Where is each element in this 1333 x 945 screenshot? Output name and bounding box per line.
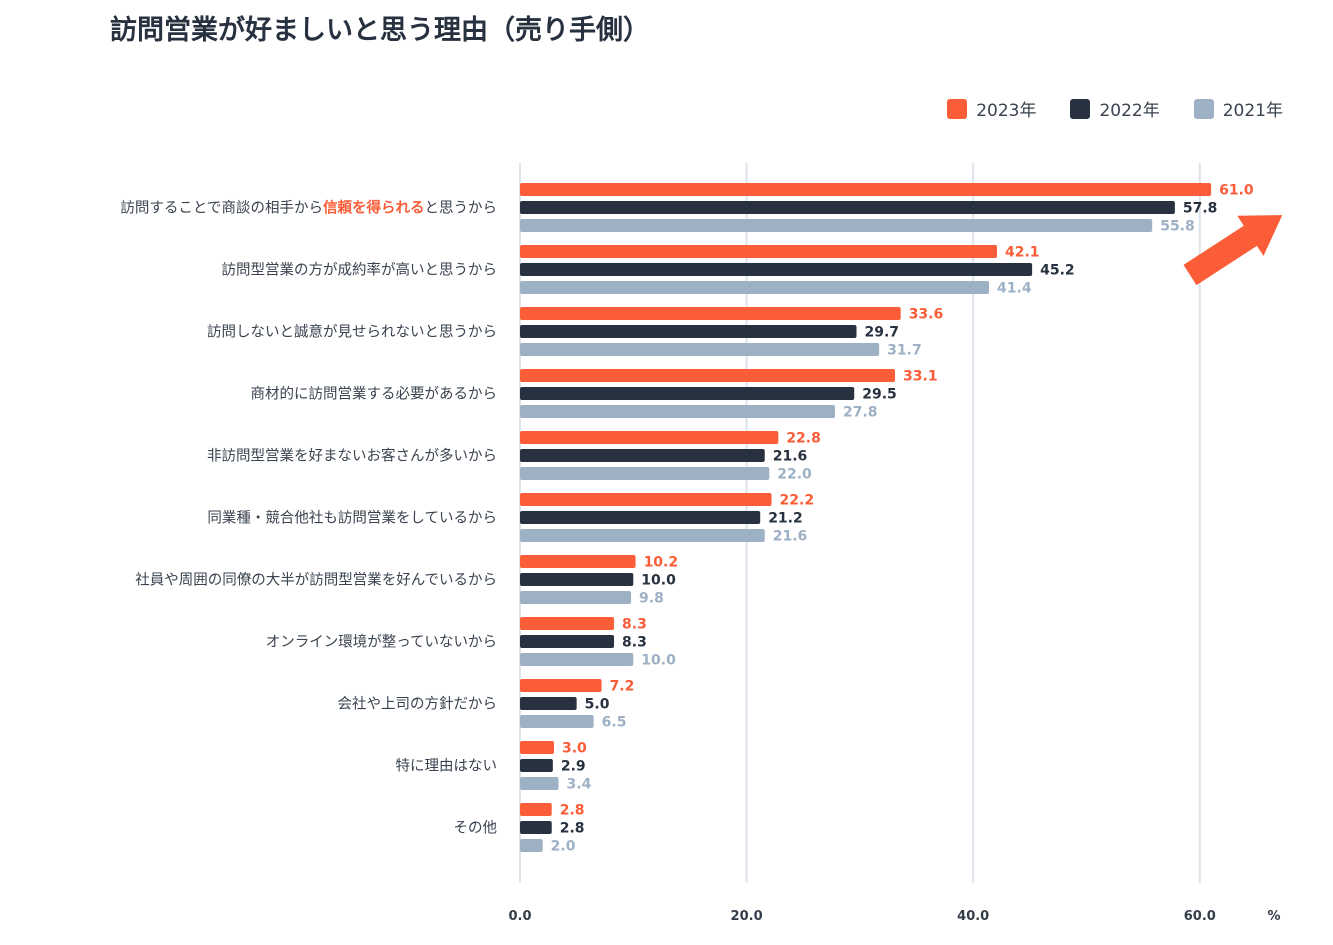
bar-2022: [520, 821, 552, 834]
value-label-2023: 61.0: [1219, 183, 1254, 199]
bar-2021: [520, 219, 1153, 232]
category-label: 訪問することで商談の相手から信頼を得られると思うから: [120, 199, 497, 217]
legend-label-2022: 2022年: [1099, 101, 1160, 121]
bar-2022: [520, 263, 1033, 276]
value-label-2021: 21.6: [773, 529, 808, 545]
value-label-2021: 6.5: [602, 715, 627, 731]
bar-2023: [520, 245, 997, 258]
legend-swatch-2022: [1070, 98, 1091, 119]
bar-2023: [520, 307, 901, 320]
category-label: 特に理由はない: [396, 758, 498, 775]
bar-2022: [520, 573, 634, 586]
legend-swatch-2023: [947, 98, 968, 119]
category-label: 同業種・競合他社も訪問営業をしているから: [207, 510, 497, 527]
category-label: 会社や上司の方針だから: [338, 696, 498, 713]
x-axis-unit-label: %: [1267, 909, 1280, 924]
value-label-2021: 31.7: [887, 343, 922, 359]
bar-2022: [520, 201, 1175, 214]
category-label: 訪問型営業の方が成約率が高いと思うから: [222, 262, 498, 279]
value-label-2022: 29.5: [862, 387, 897, 403]
value-label-2023: 33.6: [909, 307, 944, 323]
value-label-2021: 10.0: [641, 653, 676, 669]
value-label-2023: 10.2: [644, 555, 679, 571]
category-label-highlight: 信頼を得られる: [323, 199, 425, 217]
bar-2021: [520, 839, 543, 852]
bar-2023: [520, 183, 1212, 196]
bar-2022: [520, 325, 857, 338]
bar-2023: [520, 369, 896, 382]
bar-2023: [520, 741, 554, 754]
value-label-2023: 3.0: [562, 741, 587, 757]
x-tick-label: 40.0: [957, 909, 989, 924]
value-label-2023: 22.2: [780, 493, 815, 509]
bar-2021: [520, 467, 770, 480]
bar-2023: [520, 431, 779, 444]
bar-2023: [520, 679, 602, 692]
value-label-2021: 41.4: [997, 281, 1032, 297]
bar-2021: [520, 405, 835, 418]
category-label: 訪問しないと誠意が見せられないと思うから: [207, 323, 497, 341]
category-label-part: 訪問することで商談の相手から: [120, 200, 323, 217]
bar-2023: [520, 803, 552, 816]
value-label-2022: 2.9: [561, 759, 586, 775]
category-label: 非訪問型営業を好まないお客さんが多いから: [207, 448, 497, 465]
bar-2021: [520, 343, 880, 356]
bar-2021: [520, 715, 594, 728]
bar-2022: [520, 387, 855, 400]
value-label-2023: 22.8: [786, 431, 821, 447]
value-label-2021: 22.0: [777, 467, 812, 483]
legend-item-2023: 2023年: [947, 96, 1036, 121]
category-label: オンライン環境が整っていないから: [266, 633, 497, 651]
bar-2021: [520, 591, 632, 604]
value-label-2022: 2.8: [560, 821, 585, 837]
bar-2022: [520, 449, 765, 462]
value-label-2023: 42.1: [1005, 245, 1040, 261]
category-label: その他: [454, 820, 498, 837]
value-label-2023: 33.1: [903, 369, 938, 385]
bar-2021: [520, 653, 634, 666]
value-label-2021: 2.0: [551, 839, 576, 855]
value-label-2022: 57.8: [1183, 201, 1218, 217]
bar-2022: [520, 759, 553, 772]
trend-arrow-icon: [1183, 215, 1283, 286]
legend-item-2021: 2021年: [1193, 96, 1283, 121]
chart-title: 訪問営業が好ましいと思う理由（売り手側）: [110, 15, 650, 46]
category-label-part: と思うから: [425, 200, 498, 217]
bar-2023: [520, 493, 772, 506]
value-label-2022: 10.0: [641, 573, 676, 589]
legend-swatch-2021: [1193, 98, 1214, 119]
legend-item-2022: 2022年: [1070, 96, 1160, 121]
x-tick-label: 60.0: [1184, 909, 1216, 924]
value-label-2022: 29.7: [865, 325, 900, 341]
bar-2021: [520, 529, 765, 542]
bar-2021: [520, 777, 559, 790]
value-label-2022: 21.6: [773, 449, 808, 465]
value-label-2023: 7.2: [610, 679, 635, 695]
value-label-2023: 2.8: [560, 803, 585, 819]
bar-2022: [520, 697, 577, 710]
value-label-2021: 27.8: [843, 405, 878, 421]
legend-label-2021: 2021年: [1222, 101, 1283, 121]
bar-2023: [520, 555, 636, 568]
bar-2021: [520, 281, 990, 294]
category-label: 社員や周囲の同僚の大半が訪問型営業を好んでいるから: [135, 572, 497, 589]
value-label-2021: 55.8: [1160, 219, 1195, 235]
bar-2023: [520, 617, 615, 630]
value-label-2022: 5.0: [585, 697, 610, 713]
value-label-2021: 9.8: [639, 591, 664, 607]
x-tick-label: 0.0: [508, 909, 531, 924]
value-label-2023: 8.3: [622, 617, 647, 633]
value-label-2022: 21.2: [768, 511, 803, 527]
x-tick-label: 20.0: [731, 909, 763, 924]
legend-label-2023: 2023年: [976, 101, 1037, 121]
category-label: 商材的に訪問営業する必要があるから: [251, 386, 498, 403]
value-label-2022: 45.2: [1040, 263, 1075, 279]
bar-2022: [520, 511, 761, 524]
bar-2022: [520, 635, 615, 648]
value-label-2022: 8.3: [622, 635, 647, 651]
legend: 2023年 2022年 2021年: [947, 96, 1283, 121]
value-label-2021: 3.4: [567, 777, 592, 793]
